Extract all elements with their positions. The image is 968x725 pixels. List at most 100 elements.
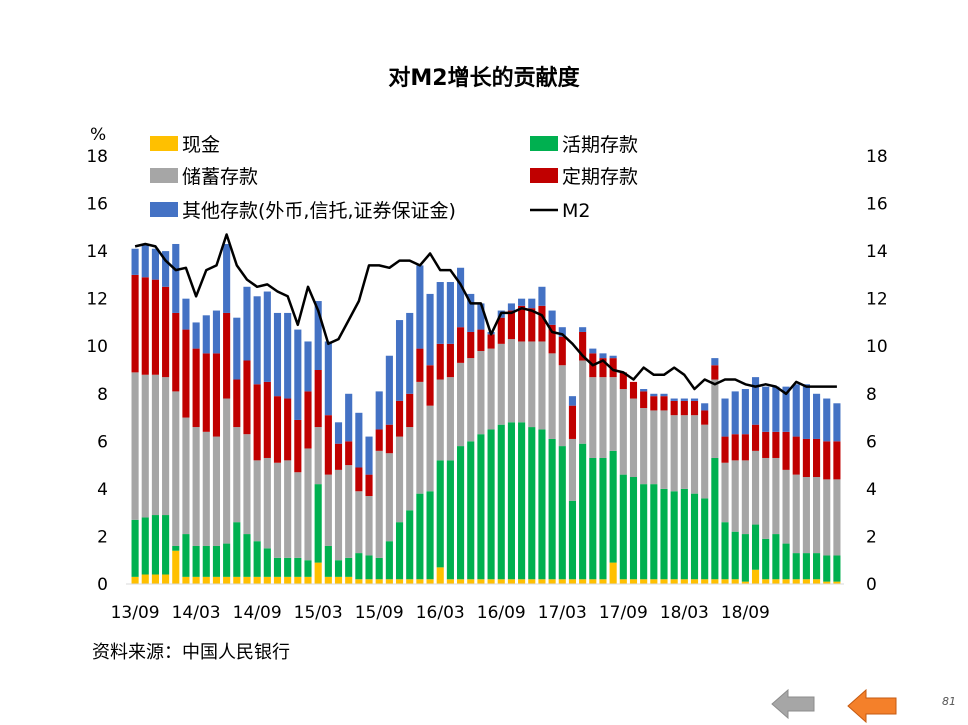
bar-segment <box>273 396 282 463</box>
bar-segment <box>487 429 495 580</box>
y-tick-label-left: 8 <box>97 385 108 405</box>
bar-segment <box>202 545 210 577</box>
y-axis-unit: % <box>90 125 106 145</box>
bar-segment <box>721 462 729 523</box>
y-tick-label-left: 10 <box>86 337 108 357</box>
bar-segment <box>802 477 810 554</box>
bar-segment <box>172 545 180 551</box>
bar-segment <box>599 377 607 458</box>
bar-segment <box>334 469 343 561</box>
legend-swatch <box>530 136 558 151</box>
bar-segment <box>558 365 566 447</box>
bar-segment <box>395 436 404 523</box>
bar-segment <box>141 517 149 575</box>
bar-segment <box>172 550 180 584</box>
bar-segment <box>650 579 658 584</box>
y-tick-label-left: 4 <box>97 480 108 500</box>
bar-segment <box>172 391 180 546</box>
bar-segment <box>202 315 210 354</box>
bar-segment <box>538 286 546 306</box>
bar-segment <box>619 389 627 475</box>
bar-segment <box>263 381 271 458</box>
bar-segment <box>182 576 190 584</box>
bar-segment <box>141 277 149 375</box>
bar-segment <box>589 377 597 458</box>
bar-segment <box>680 400 688 416</box>
bar-segment <box>589 457 597 580</box>
bar-segment <box>833 555 841 582</box>
bar-segment <box>395 320 404 401</box>
bar-segment <box>151 248 159 280</box>
bar-segment <box>375 579 383 584</box>
bar-segment <box>395 522 404 580</box>
bar-segment <box>802 553 810 580</box>
bar-segment <box>233 427 241 523</box>
bar-segment <box>406 393 414 428</box>
bar-segment <box>690 398 699 401</box>
bar-segment <box>772 457 780 535</box>
bar-segment <box>792 474 800 554</box>
bar-segment <box>355 491 363 554</box>
bar-segment <box>223 398 231 544</box>
bar-segment <box>263 548 271 577</box>
bar-segment <box>182 534 190 577</box>
bar-segment <box>314 301 322 370</box>
bar-segment <box>182 298 190 330</box>
y-tick-label-left: 18 <box>86 147 108 167</box>
bar-segment <box>731 434 739 461</box>
arrow-left-icon-orange[interactable] <box>846 688 898 724</box>
bar-segment <box>823 555 831 582</box>
bar-segment <box>629 477 638 580</box>
bar-segment <box>751 569 760 584</box>
bar-segment <box>385 424 393 454</box>
bar-segment <box>243 534 251 577</box>
legend-swatch <box>150 202 178 217</box>
bar-segment <box>151 374 159 516</box>
bar-segment <box>446 377 454 461</box>
bar-segment <box>141 374 149 518</box>
bar-segment <box>477 350 485 435</box>
bar-segment <box>660 410 668 489</box>
source-note: 资料来源：中国人民银行 <box>92 642 290 663</box>
bar-segment <box>741 460 749 535</box>
bar-segment <box>192 545 200 577</box>
bar-segment <box>548 579 556 584</box>
bar-segment <box>650 396 658 411</box>
legend-label: 储蓄存款 <box>182 166 258 188</box>
bar-segment <box>741 534 749 582</box>
bar-segment <box>640 408 648 485</box>
bar-segment <box>518 422 526 580</box>
bar-segment <box>589 348 597 354</box>
bar-segment <box>782 386 790 432</box>
bar-segment <box>446 460 454 580</box>
bar-segment <box>223 576 231 584</box>
bar-segment <box>640 389 648 392</box>
bar-segment <box>151 574 159 584</box>
bar-segment <box>518 579 526 584</box>
bar-segment <box>212 310 221 354</box>
bar-segment <box>762 431 770 458</box>
bar-segment <box>273 312 282 397</box>
bar-segment <box>650 410 658 485</box>
bar-segment <box>579 579 587 584</box>
bar-segment <box>579 443 587 580</box>
bar-segment <box>833 479 841 556</box>
bar-segment <box>192 348 200 428</box>
bar-segment <box>721 579 729 584</box>
bar-segment <box>670 400 678 416</box>
legend-swatch <box>150 136 178 151</box>
bar-segment <box>365 436 373 475</box>
bar-segment <box>599 457 607 580</box>
legend-swatch <box>150 168 178 183</box>
arrow-left-icon-gray[interactable] <box>770 688 816 720</box>
bar-segment <box>151 279 159 375</box>
bar-segment <box>599 358 607 378</box>
bar-segment <box>457 362 465 447</box>
bar-segment <box>487 579 495 584</box>
bar-segment <box>426 293 434 366</box>
y-tick-label-right: 8 <box>866 385 877 405</box>
bar-segment <box>284 576 292 584</box>
bar-segment <box>792 436 800 475</box>
bar-segment <box>426 579 434 584</box>
